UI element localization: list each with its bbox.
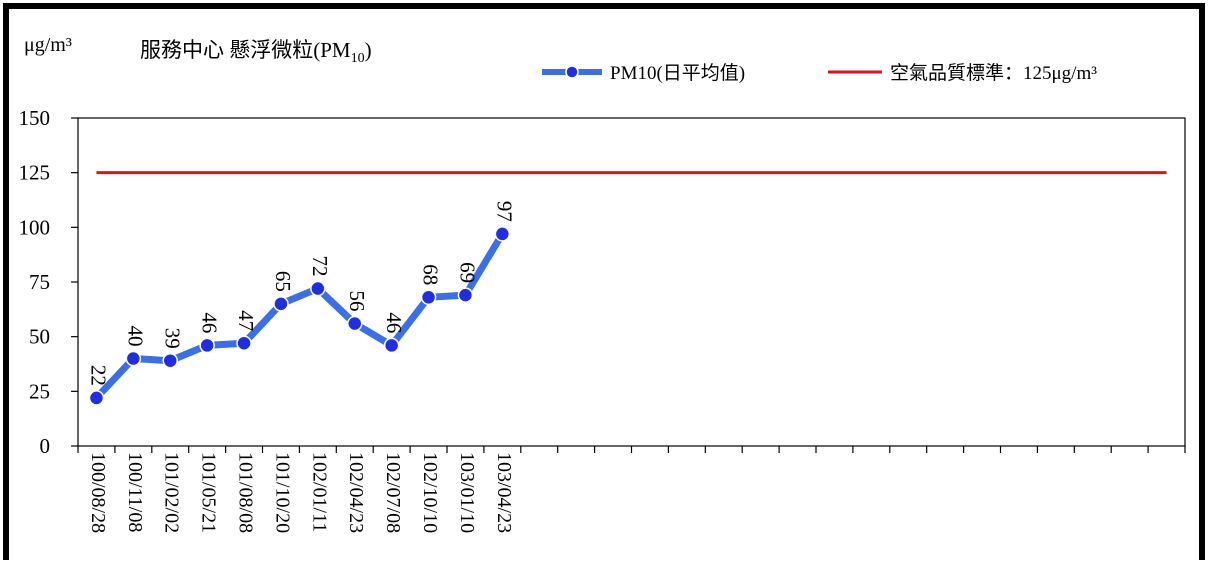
x-tick-label: 100/08/28 [87, 452, 109, 533]
x-tick-label: 102/04/23 [345, 452, 367, 533]
chart-title-main: 服務中心 懸浮微粒(PM [140, 38, 351, 62]
legend-series-label: PM10(日平均值) [610, 63, 746, 84]
data-point [310, 280, 326, 297]
legend-standard-icon [828, 70, 882, 73]
chart-title-sub: 10 [350, 51, 365, 67]
chart-title: 服務中心 懸浮微粒(PM10) [140, 34, 372, 67]
y-tick-label: 50 [29, 325, 50, 349]
legend-series: PM10(日平均值) [540, 58, 745, 85]
plot-area [77, 117, 1186, 447]
data-label: 72 [308, 256, 332, 277]
x-tick-label: 101/08/08 [234, 452, 256, 533]
legend-series-icon [542, 64, 602, 79]
x-tick-label: 103/01/10 [456, 452, 478, 533]
data-point [162, 352, 178, 369]
data-point [125, 350, 142, 367]
data-label: 65 [271, 271, 295, 292]
y-tick-label: 125 [19, 161, 51, 185]
x-tick-label: 101/02/02 [161, 452, 183, 533]
data-label: 22 [87, 365, 111, 386]
data-point [347, 315, 363, 332]
data-label: 68 [419, 264, 443, 285]
data-point [494, 226, 511, 242]
chart-frame [3, 3, 1205, 560]
data-label: 46 [382, 312, 406, 333]
data-label: 47 [234, 310, 258, 331]
x-tick-label: 102/07/08 [382, 452, 404, 533]
x-tick-label: 103/04/23 [493, 452, 515, 533]
data-point [383, 337, 400, 354]
data-label: 39 [160, 328, 184, 349]
x-tick-label: 101/05/21 [198, 452, 220, 533]
data-point [457, 287, 474, 303]
legend-standard: 空氣品質標準：125μg/m³ [826, 58, 1097, 85]
legend-standard-label: 空氣品質標準：125μg/m³ [890, 63, 1097, 84]
x-tick-label: 102/01/11 [308, 452, 330, 532]
data-point [236, 335, 252, 351]
y-tick-label: 75 [29, 270, 50, 294]
data-label: 46 [197, 312, 221, 333]
data-label: 56 [345, 291, 369, 312]
y-tick-label: 0 [40, 434, 51, 458]
data-point [199, 337, 215, 354]
x-tick-label: 102/10/10 [419, 452, 441, 533]
data-point [273, 296, 289, 312]
y-tick-label: 25 [29, 379, 50, 403]
x-tick-label: 101/10/20 [271, 452, 293, 533]
data-label: 97 [493, 201, 517, 222]
y-tick-label: 100 [19, 215, 51, 239]
data-label: 69 [456, 262, 480, 283]
data-point [420, 289, 437, 306]
y-tick-label: 150 [19, 106, 51, 130]
data-label: 40 [124, 326, 148, 347]
x-tick-label: 100/11/08 [124, 452, 146, 532]
y-unit-label: μg/m³ [24, 34, 72, 56]
data-point [88, 390, 105, 406]
pm10-line [93, 232, 506, 401]
chart-title-close: ) [364, 38, 372, 62]
